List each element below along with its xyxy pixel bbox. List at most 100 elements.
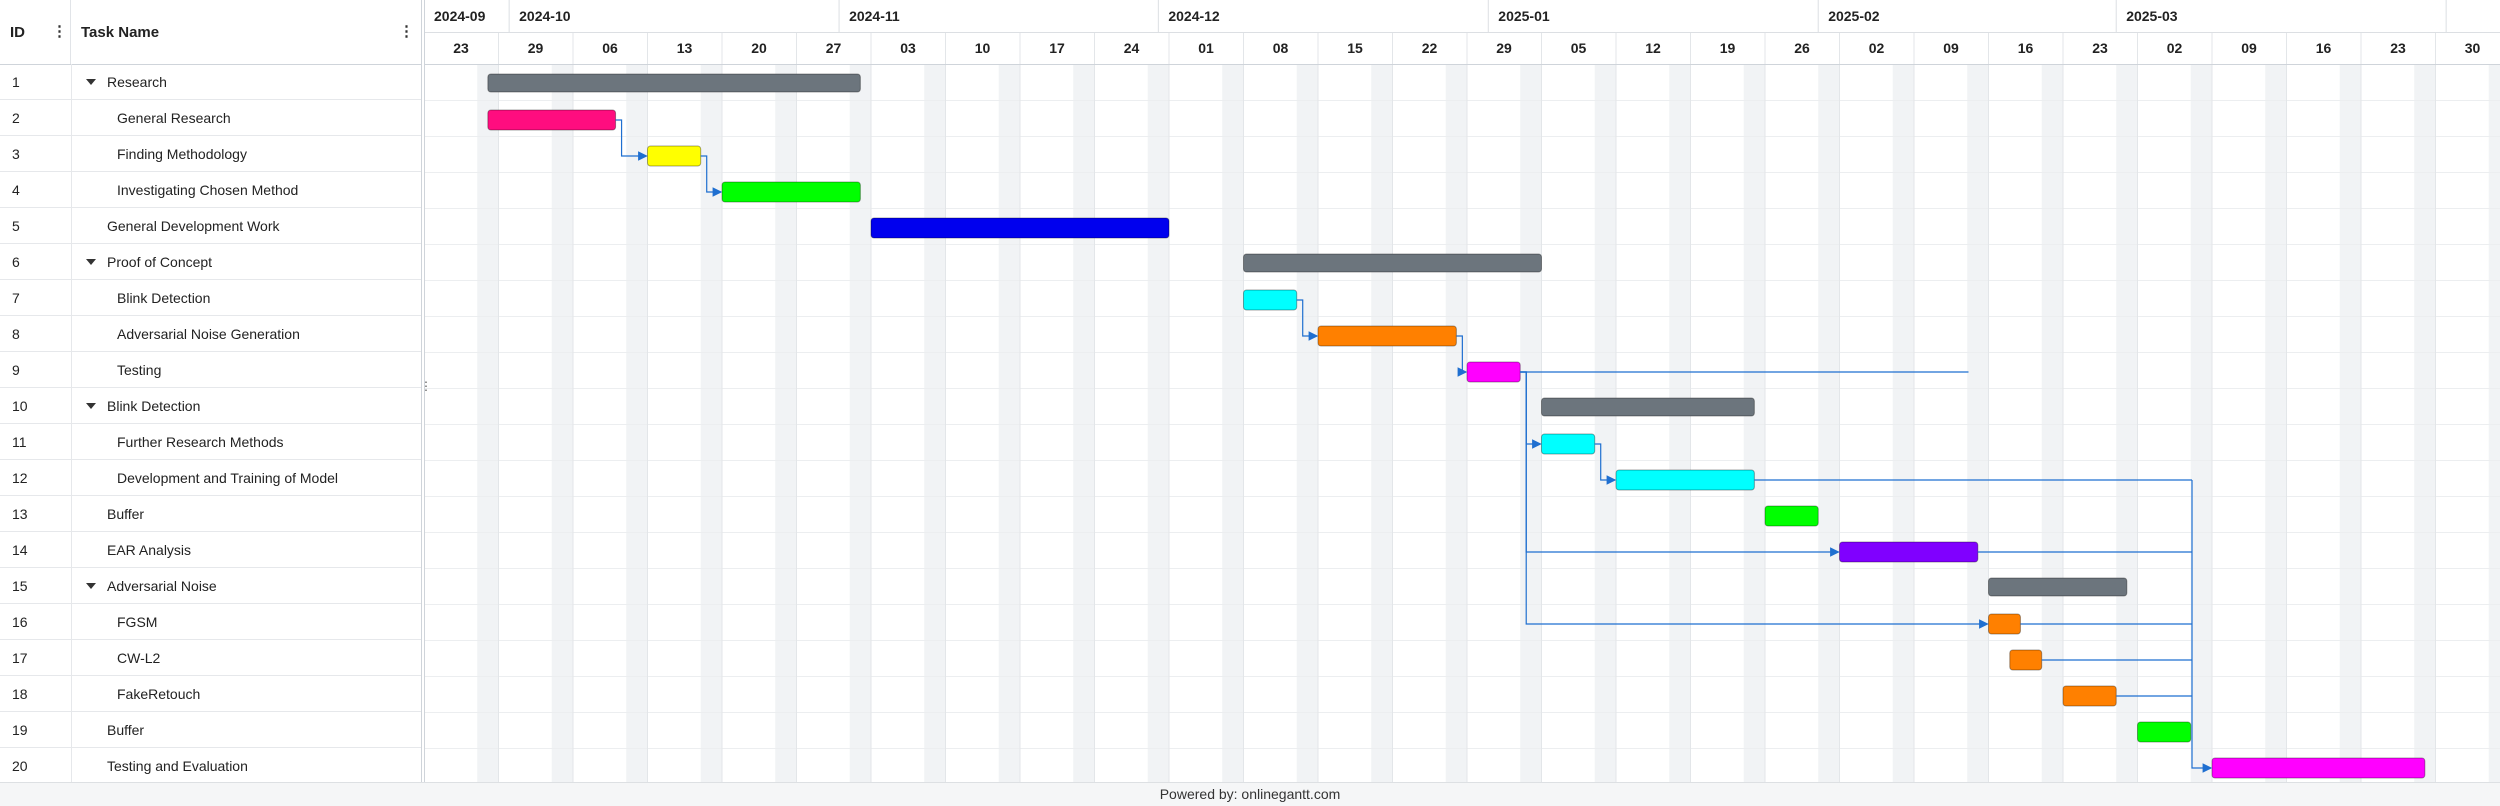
task-row[interactable]: 1 Research: [0, 64, 421, 100]
task-row[interactable]: 12 Development and Training of Model: [0, 460, 421, 496]
task-row[interactable]: 9 Testing: [0, 352, 421, 388]
column-divider: [71, 712, 72, 748]
weekend-shade: [1073, 64, 1095, 782]
column-divider: [71, 460, 72, 496]
task-bar[interactable]: [1466, 361, 1521, 383]
week-label: 23: [2390, 40, 2406, 56]
id-column-menu-icon[interactable]: ⋮: [52, 23, 67, 40]
collapse-caret-icon[interactable]: [86, 583, 96, 589]
collapse-caret-icon[interactable]: [86, 403, 96, 409]
weekend-shade: [700, 64, 722, 782]
summary-bar[interactable]: [1243, 253, 1542, 273]
task-name: Proof of Concept: [107, 254, 213, 270]
task-bar[interactable]: [2137, 721, 2192, 743]
weekend-shade: [1520, 64, 1542, 782]
task-bar[interactable]: [1243, 289, 1298, 311]
task-name-column-header[interactable]: Task Name ⋮: [71, 0, 421, 64]
task-name: CW-L2: [117, 650, 161, 666]
task-row[interactable]: 3 Finding Methodology: [0, 136, 421, 172]
weekend-shade: [2339, 64, 2361, 782]
task-row[interactable]: 19 Buffer: [0, 712, 421, 748]
task-row[interactable]: 16 FGSM: [0, 604, 421, 640]
weekend-shade: [1818, 64, 1840, 782]
week-label: 24: [1124, 40, 1140, 56]
task-id: 4: [12, 182, 20, 198]
weekend-shade: [1594, 64, 1616, 782]
task-name: Development and Training of Model: [117, 470, 339, 486]
task-name: Finding Methodology: [117, 146, 247, 162]
task-bar[interactable]: [647, 145, 702, 167]
column-divider: [71, 64, 72, 100]
task-bar[interactable]: [721, 181, 861, 203]
column-divider: [71, 676, 72, 712]
task-bar[interactable]: [1317, 325, 1457, 347]
task-name: Further Research Methods: [117, 434, 284, 450]
task-row[interactable]: 5 General Development Work: [0, 208, 421, 244]
task-name: Adversarial Noise: [107, 578, 217, 594]
weekend-shade: [998, 64, 1020, 782]
collapse-caret-icon[interactable]: [86, 79, 96, 85]
task-name: Testing: [117, 362, 162, 378]
task-bar[interactable]: [2009, 649, 2043, 671]
task-row[interactable]: 15 Adversarial Noise: [0, 568, 421, 604]
task-bar[interactable]: [870, 217, 1170, 239]
column-divider: [71, 244, 72, 280]
task-row[interactable]: 11 Further Research Methods: [0, 424, 421, 460]
task-bar[interactable]: [1988, 613, 2021, 635]
week-label: 26: [1794, 40, 1810, 56]
task-row[interactable]: 13 Buffer: [0, 496, 421, 532]
column-divider: [71, 604, 72, 640]
task-row[interactable]: 18 FakeRetouch: [0, 676, 421, 712]
task-bar[interactable]: [2211, 757, 2426, 779]
task-id: 6: [12, 254, 20, 270]
collapse-caret-icon[interactable]: [86, 259, 96, 265]
task-id: 17: [12, 650, 28, 666]
column-divider: [71, 388, 72, 424]
summary-bar[interactable]: [487, 73, 861, 93]
task-row[interactable]: 20 Testing and Evaluation: [0, 748, 421, 782]
weekend-shade: [1669, 64, 1691, 782]
id-column-header[interactable]: ID ⋮: [0, 0, 71, 64]
task-bar[interactable]: [2062, 685, 2117, 707]
weekend-shade: [551, 64, 573, 782]
summary-bar[interactable]: [1988, 577, 2128, 597]
dependency-link: [1594, 443, 1617, 485]
task-bar[interactable]: [1541, 433, 1596, 455]
week-label: 16: [2316, 40, 2332, 56]
task-bar[interactable]: [487, 109, 617, 131]
week-label: 23: [2092, 40, 2108, 56]
column-divider: [71, 496, 72, 532]
month-label: 2025-03: [2126, 8, 2178, 24]
weekend-shade: [2190, 64, 2212, 782]
weekend-shade: [2041, 64, 2063, 782]
task-bar[interactable]: [1764, 505, 1819, 527]
weekend-shade: [2265, 64, 2287, 782]
summary-bar[interactable]: [1541, 397, 1755, 417]
month-label: 2024-10: [519, 8, 571, 24]
task-name: Research: [107, 74, 167, 90]
task-row[interactable]: 17 CW-L2: [0, 640, 421, 676]
task-row[interactable]: 14 EAR Analysis: [0, 532, 421, 568]
task-row[interactable]: 7 Blink Detection: [0, 280, 421, 316]
task-row[interactable]: 2 General Research: [0, 100, 421, 136]
powered-by-text: Powered by: onlinegantt.com: [1159, 786, 1341, 802]
weekend-shade: [2414, 64, 2436, 782]
week-label: 30: [2465, 40, 2481, 56]
task-row[interactable]: 6 Proof of Concept: [0, 244, 421, 280]
task-row[interactable]: 10 Blink Detection: [0, 388, 421, 424]
task-bar[interactable]: [1839, 541, 1979, 563]
week-label: 03: [900, 40, 916, 56]
task-id: 12: [12, 470, 28, 486]
week-label: 09: [1943, 40, 1959, 56]
task-name-column-menu-icon[interactable]: ⋮: [399, 23, 414, 40]
task-row[interactable]: 8 Adversarial Noise Generation: [0, 316, 421, 352]
task-row[interactable]: 4 Investigating Chosen Method: [0, 172, 421, 208]
task-name-header-label: Task Name: [81, 23, 160, 41]
week-label: 22: [1422, 40, 1438, 56]
week-label: 05: [1571, 40, 1587, 56]
dependency-link: [615, 119, 648, 161]
task-name: EAR Analysis: [107, 542, 192, 558]
task-bar[interactable]: [1615, 469, 1755, 491]
week-label: 17: [1049, 40, 1065, 56]
task-id: 7: [12, 290, 20, 306]
